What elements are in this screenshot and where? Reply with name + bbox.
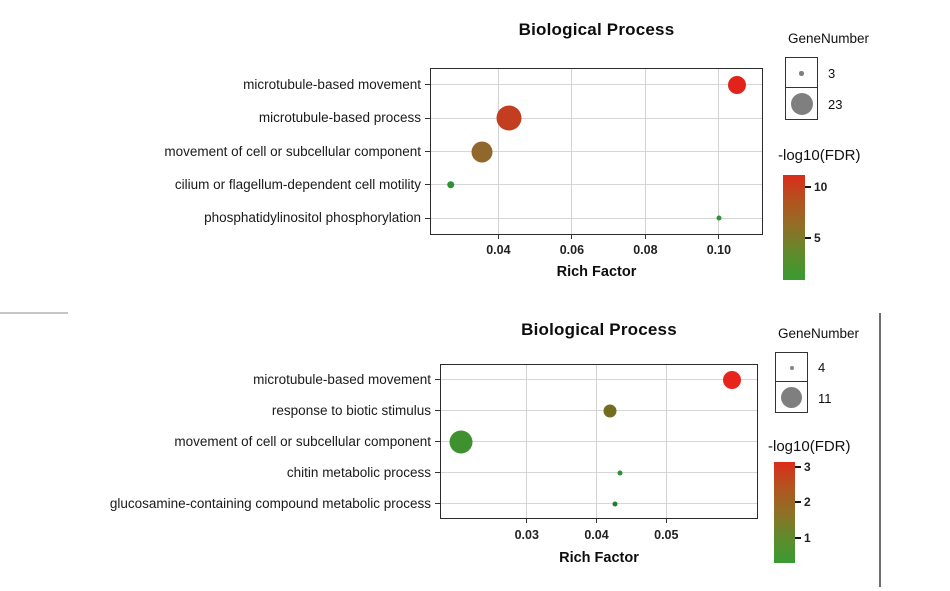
y-axis-tick-mark	[435, 441, 440, 442]
colorbar-tick-mark	[795, 466, 801, 468]
y-axis-category-label: chitin metabolic process	[286, 464, 431, 480]
colorbar-tick-label: 1	[804, 530, 811, 545]
y-axis-category-label: response to biotic stimulus	[271, 402, 431, 418]
legend-size-value: 23	[828, 97, 843, 113]
legend-size-title: GeneNumber	[788, 31, 870, 46]
y-axis-category-label: microtubule-based process	[258, 110, 421, 126]
plot-area	[430, 68, 763, 235]
data-point	[716, 215, 722, 221]
colorbar-tick-mark	[795, 537, 801, 539]
x-axis-tick-label: 0.08	[633, 243, 658, 257]
y-axis-tick-mark	[425, 184, 430, 186]
page-edge-vertical-line	[879, 313, 881, 587]
y-axis-category-label: microtubule-based movement	[253, 371, 431, 387]
data-point	[617, 470, 623, 475]
legend-size-key-box	[775, 352, 808, 384]
y-axis-tick-mark	[425, 117, 430, 119]
colorbar-tick-label: 2	[804, 494, 811, 509]
y-axis-tick-mark	[425, 84, 430, 86]
data-point	[612, 501, 618, 506]
gridline-vertical	[596, 364, 598, 519]
gridline-horizontal	[440, 441, 758, 442]
gridline-horizontal	[430, 217, 763, 219]
x-axis-title: Rich Factor	[556, 264, 637, 280]
y-axis-category-label: microtubule-based movement	[243, 76, 421, 92]
gridline-horizontal	[440, 503, 758, 504]
colorbar-tick-mark	[805, 186, 811, 188]
y-axis-category-label: movement of cell or subcellular componen…	[164, 143, 421, 159]
gridline-vertical	[665, 364, 667, 519]
colorbar-tick-label: 5	[814, 231, 821, 245]
y-axis-category-label: glucosamine-containing compound metaboli…	[109, 495, 431, 511]
gridline-vertical	[526, 364, 528, 519]
legend-size-dot	[789, 366, 794, 370]
x-axis-tick-label: 0.03	[514, 528, 539, 542]
gridline-horizontal	[430, 117, 763, 119]
y-axis-tick-mark	[435, 503, 440, 504]
colorbar	[783, 175, 805, 280]
y-axis-tick-mark	[425, 217, 430, 219]
legend-size-value: 11	[818, 390, 832, 406]
x-axis-tick-label: 0.06	[559, 243, 585, 257]
chart-title: Biological Process	[521, 320, 677, 339]
chart-title: Biological Process	[518, 20, 675, 39]
x-axis-tick-mark	[644, 235, 646, 239]
x-axis-tick-mark	[718, 235, 720, 239]
stray-horizontal-line-artifact	[0, 312, 68, 314]
x-axis-tick-label: 0.04	[584, 528, 609, 542]
y-axis-tick-mark	[425, 151, 430, 152]
data-point	[728, 75, 747, 94]
x-axis-tick-mark	[571, 235, 573, 239]
y-axis-tick-mark	[435, 472, 440, 473]
colorbar	[774, 462, 795, 563]
y-axis-tick-mark	[435, 410, 440, 411]
data-point	[722, 370, 741, 389]
legend-size-title: GeneNumber	[778, 326, 860, 341]
legend-size-key-box	[785, 57, 818, 90]
colorbar-tick-label: 10	[814, 179, 828, 194]
data-point	[603, 404, 617, 417]
x-axis-tick-mark	[497, 235, 499, 239]
colorbar-tick-mark	[795, 501, 801, 503]
legend-size-value: 4	[818, 360, 826, 376]
gridline-horizontal	[440, 410, 758, 411]
gridline-vertical	[571, 68, 573, 235]
legend-color-title: -log10(FDR)	[768, 438, 851, 455]
y-axis-category-label: phosphatidylinositol phosphorylation	[204, 210, 421, 226]
gridline-horizontal	[440, 379, 758, 380]
x-axis-tick-label: 0.04	[486, 243, 511, 257]
y-axis-category-label: cilium or flagellum-dependent cell motil…	[174, 176, 421, 192]
x-axis-tick-mark	[596, 519, 598, 523]
gridline-horizontal	[430, 184, 763, 186]
y-axis-category-label: movement of cell or subcellular componen…	[174, 433, 431, 449]
legend-size-dot	[790, 92, 813, 115]
legend-size-dot	[781, 386, 802, 408]
gridline-horizontal	[440, 472, 758, 473]
legend-color-title: -log10(FDR)	[778, 147, 861, 164]
data-point	[471, 141, 493, 162]
colorbar-tick-label: 3	[804, 460, 811, 475]
x-axis-title: Rich Factor	[559, 550, 639, 566]
gridline-vertical	[497, 68, 499, 235]
gridline-vertical	[718, 68, 720, 235]
legend-size-key-box	[785, 87, 818, 120]
legend-size-dot	[799, 71, 804, 76]
plot-area	[440, 364, 758, 519]
colorbar-tick-mark	[805, 237, 811, 239]
data-point	[449, 430, 473, 453]
legend-size-key-box	[775, 381, 808, 413]
x-axis-tick-mark	[526, 519, 528, 523]
gridline-vertical	[644, 68, 646, 235]
data-point	[496, 105, 522, 131]
data-point	[446, 181, 455, 189]
x-axis-tick-mark	[665, 519, 667, 523]
y-axis-tick-mark	[435, 379, 440, 380]
x-axis-tick-label: 0.10	[706, 243, 732, 257]
gridline-horizontal	[430, 151, 763, 152]
gridline-horizontal	[430, 84, 763, 86]
x-axis-tick-label: 0.05	[654, 528, 679, 542]
legend-size-value: 3	[828, 65, 836, 81]
